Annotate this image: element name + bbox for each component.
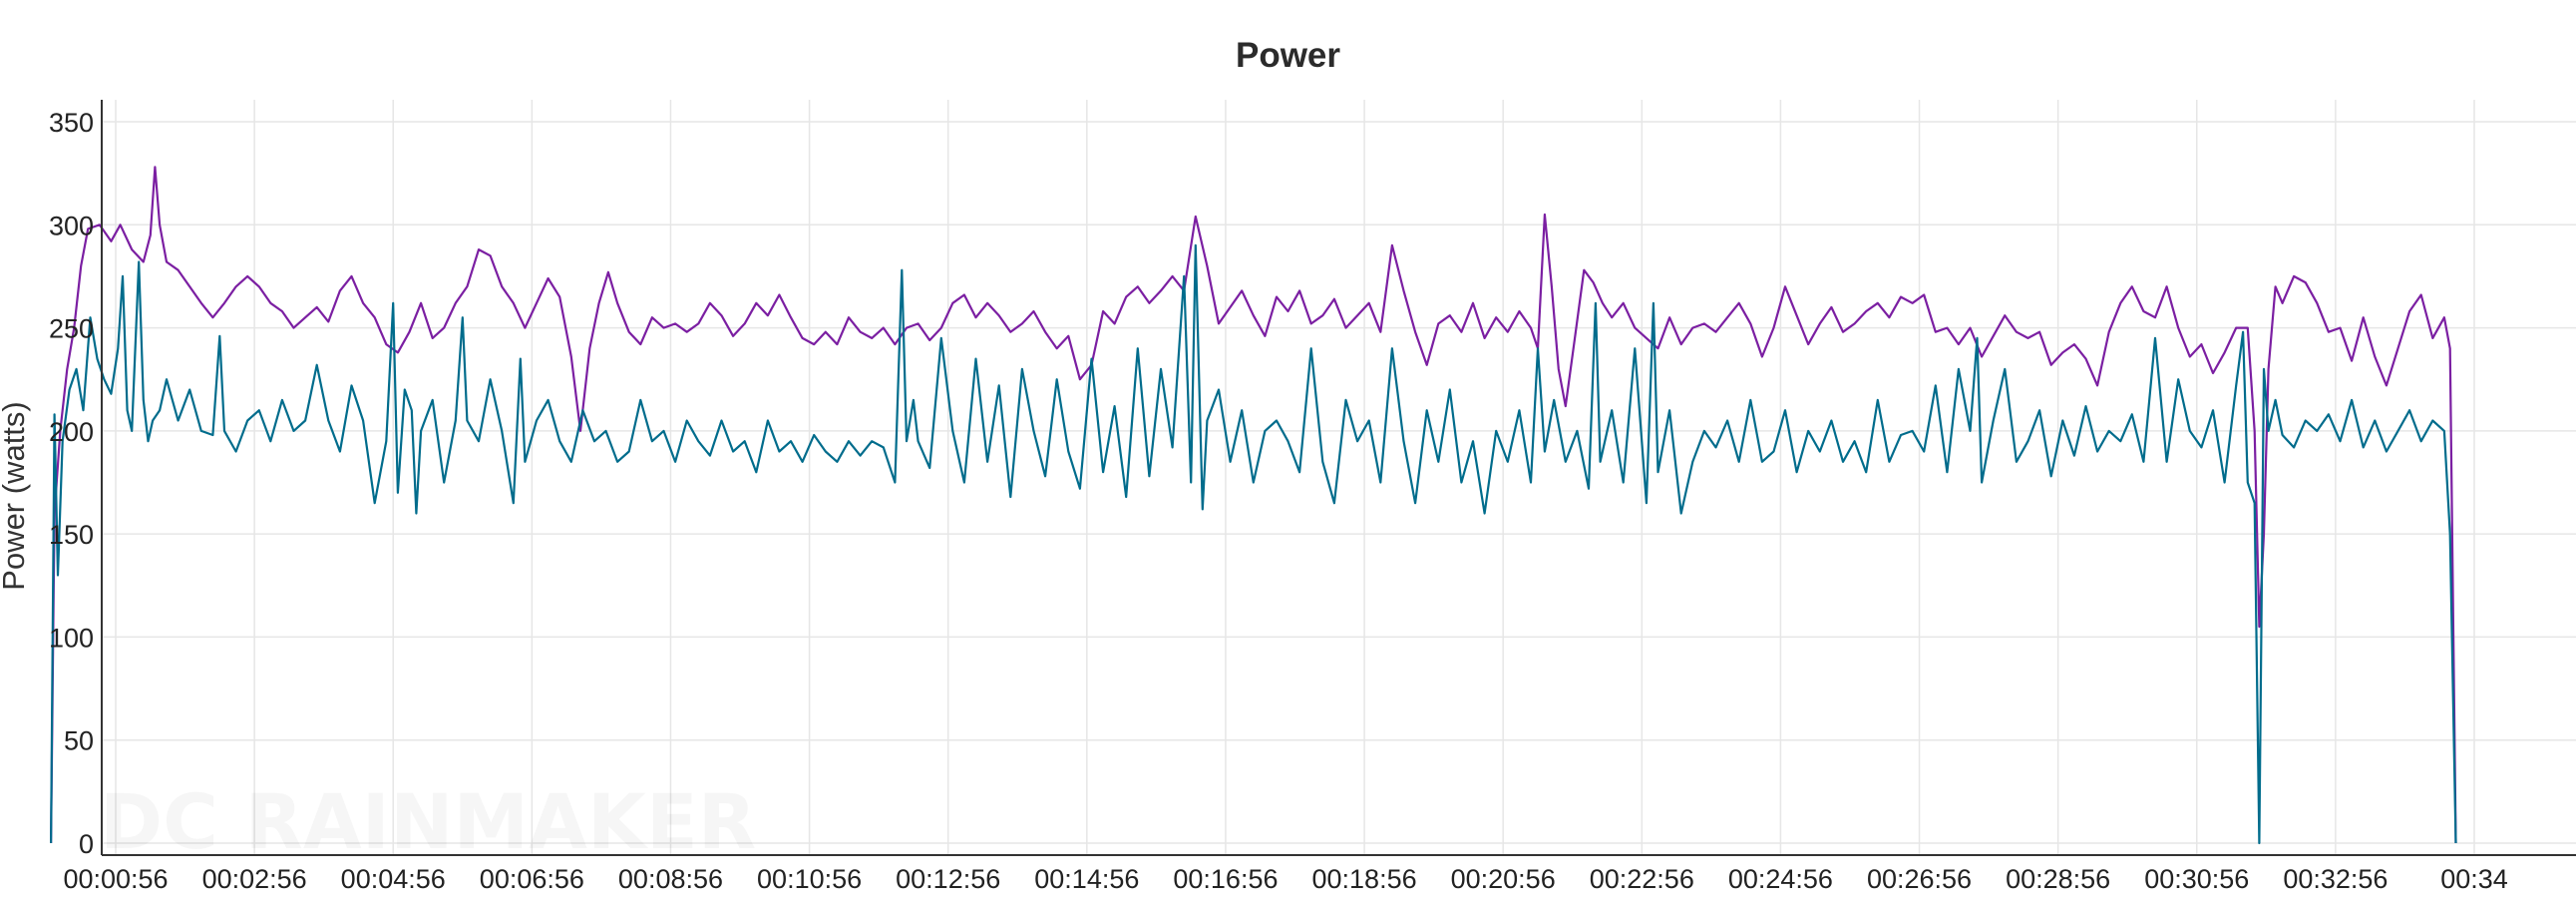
x-tick-label: 00:16:56 bbox=[1173, 864, 1278, 894]
series-layer bbox=[50, 166, 2457, 845]
x-tick-label: 00:28:56 bbox=[2006, 864, 2110, 894]
x-tick-label: 00:10:56 bbox=[757, 864, 862, 894]
y-tick-label: 0 bbox=[79, 829, 94, 859]
y-tick-label: 200 bbox=[49, 417, 94, 447]
x-tick-label: 00:14:56 bbox=[1034, 864, 1139, 894]
y-tick-label: 150 bbox=[49, 520, 94, 550]
watermark-text: DC RAINMAKER bbox=[100, 777, 756, 866]
x-tick-label: 00:32:56 bbox=[2283, 864, 2388, 894]
chart-grid bbox=[102, 100, 2576, 855]
y-tick-labels: 0 50 100 150 200 250 300 350 bbox=[49, 108, 94, 859]
x-tick-label: 00:20:56 bbox=[1451, 864, 1556, 894]
y-tick-label: 250 bbox=[49, 314, 94, 344]
x-tick-label: 00:06:56 bbox=[480, 864, 584, 894]
x-tick-label: 00:02:56 bbox=[202, 864, 307, 894]
x-tick-label: 00:08:56 bbox=[618, 864, 723, 894]
x-tick-labels: 00:00:56 00:02:56 00:04:56 00:06:56 00:08:56… bbox=[63, 864, 2507, 894]
y-tick-label: 100 bbox=[49, 623, 94, 653]
series-line-1 bbox=[50, 166, 2457, 844]
y-tick-label: 50 bbox=[64, 726, 94, 756]
y-axis-title: Power (watts) bbox=[0, 401, 31, 590]
x-tick-label: 00:26:56 bbox=[1867, 864, 1972, 894]
x-tick-label: 00:22:56 bbox=[1590, 864, 1694, 894]
chart-title: Power bbox=[1235, 36, 1341, 75]
x-tick-label: 00:00:56 bbox=[63, 864, 168, 894]
series-line-2 bbox=[50, 243, 2457, 845]
x-tick-label: 00:04:56 bbox=[341, 864, 446, 894]
y-tick-label: 300 bbox=[49, 211, 94, 240]
x-tick-label: 00:12:56 bbox=[896, 864, 1000, 894]
x-tick-label: 00:30:56 bbox=[2144, 864, 2249, 894]
y-tick-label: 350 bbox=[49, 108, 94, 138]
x-tick-label: 00:18:56 bbox=[1312, 864, 1417, 894]
x-tick-label: 00:24:56 bbox=[1728, 864, 1833, 894]
x-tick-label: 00:34 bbox=[2440, 864, 2508, 894]
